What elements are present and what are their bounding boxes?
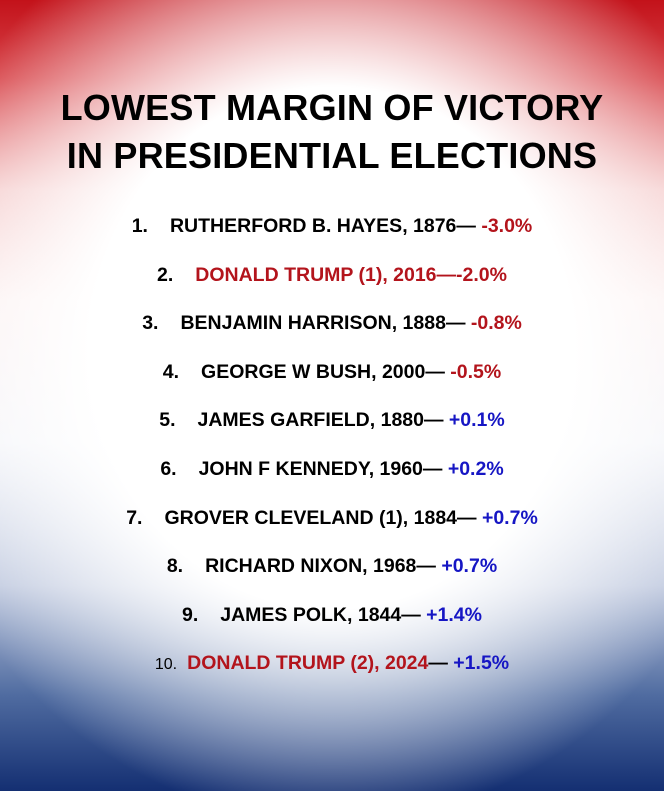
rank-number: 2. — [157, 263, 174, 286]
separator: — — [456, 215, 482, 237]
candidate-name: RICHARD NIXON, 1968 — [205, 555, 417, 578]
list-item: 2. DONALD TRUMP (1), 2016—-2.0% — [0, 258, 664, 307]
candidate-name: JOHN F KENNEDY, 1960 — [198, 457, 423, 480]
title-line-2: IN PRESIDENTIAL ELECTIONS — [66, 135, 598, 176]
margin-value: -0.5% — [450, 360, 502, 383]
list-item: 6. JOHN F KENNEDY, 1960— +0.2% — [0, 452, 664, 501]
candidate-name: JAMES POLK, 1844 — [220, 603, 402, 626]
separator: — — [416, 555, 442, 578]
title-line-1: LOWEST MARGIN OF VICTORY — [60, 87, 604, 128]
list-item: 1. RUTHERFORD B. HAYES, 1876— -3.0% — [0, 209, 664, 258]
rank-number: 5. — [159, 409, 176, 432]
margin-value: -2.0% — [456, 263, 507, 286]
separator: — — [423, 409, 449, 432]
margin-value: +0.7% — [481, 506, 538, 529]
separator: — — [428, 652, 454, 675]
candidate-name: DONALD TRUMP (1), 2016 — [195, 263, 437, 286]
candidate-name: DONALD TRUMP (2), 2024 — [187, 652, 429, 675]
rank-number: 8. — [166, 555, 184, 578]
separator: — — [422, 457, 448, 480]
separator: — — [457, 506, 482, 529]
margin-value: -0.8% — [470, 312, 522, 335]
rank-number: 9. — [181, 603, 199, 626]
candidate-name: BENJAMIN HARRISON, 1888 — [180, 312, 446, 335]
list-item: 10. DONALD TRUMP (2), 2024— +1.5% — [0, 646, 664, 695]
rank-number: 1. — [131, 215, 148, 237]
ranking-list: 1. RUTHERFORD B. HAYES, 1876— -3.0% 2. DON… — [0, 209, 664, 695]
rank-number: 3. — [142, 312, 159, 335]
rank-number: 10. — [154, 656, 178, 674]
poster-title: LOWEST MARGIN OF VICTORY IN PRESIDENTIAL… — [0, 84, 664, 180]
margin-value: -3.0% — [481, 215, 533, 237]
list-item: 8. RICHARD NIXON, 1968— +0.7% — [0, 549, 664, 598]
margin-value: +0.7% — [441, 555, 498, 578]
list-item: 5. JAMES GARFIELD, 1880— +0.1% — [0, 403, 664, 452]
rank-number: 7. — [126, 506, 143, 529]
separator: — — [401, 603, 427, 626]
margin-value: +1.4% — [426, 603, 482, 626]
margin-value: +1.5% — [453, 652, 510, 675]
list-item: 7. GROVER CLEVELAND (1), 1884— +0.7% — [0, 501, 664, 550]
list-item: 4. GEORGE W BUSH, 2000— -0.5% — [0, 355, 664, 404]
margin-value: +0.2% — [447, 457, 504, 480]
rank-number: 4. — [162, 360, 180, 383]
candidate-name: GEORGE W BUSH, 2000 — [201, 360, 426, 383]
margin-value: +0.1% — [448, 409, 505, 432]
candidate-name: JAMES GARFIELD, 1880 — [197, 409, 424, 432]
candidate-name: GROVER CLEVELAND (1), 1884 — [164, 506, 458, 529]
list-item: 9. JAMES POLK, 1844— +1.4% — [0, 598, 664, 647]
separator: — — [425, 360, 451, 383]
rank-number: 6. — [160, 457, 177, 480]
separator: — — [436, 263, 457, 286]
separator: — — [445, 312, 471, 335]
candidate-name: RUTHERFORD B. HAYES, 1876 — [169, 215, 457, 237]
list-item: 3. BENJAMIN HARRISON, 1888— -0.8% — [0, 306, 664, 355]
